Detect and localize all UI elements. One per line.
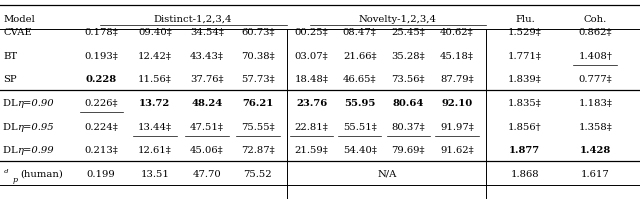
Text: 0.226‡: 0.226‡ xyxy=(84,99,118,108)
Text: 1.835‡: 1.835‡ xyxy=(508,99,541,108)
Text: 57.73‡: 57.73‡ xyxy=(241,75,275,84)
Text: 0.178‡: 0.178‡ xyxy=(84,28,118,37)
Text: Model: Model xyxy=(3,15,35,24)
Text: 25.45‡: 25.45‡ xyxy=(392,28,425,37)
Text: 1.358‡: 1.358‡ xyxy=(579,122,612,131)
Text: η=0.90: η=0.90 xyxy=(17,99,54,108)
Text: 0.193‡: 0.193‡ xyxy=(84,52,118,61)
Text: 21.66‡: 21.66‡ xyxy=(343,52,376,61)
Text: 47.51‡: 47.51‡ xyxy=(190,122,223,131)
Text: 0.228: 0.228 xyxy=(86,75,116,84)
Text: 91.62‡: 91.62‡ xyxy=(440,145,474,154)
Text: 18.48‡: 18.48‡ xyxy=(295,75,328,84)
Text: 70.38‡: 70.38‡ xyxy=(241,52,275,61)
Text: 11.56‡: 11.56‡ xyxy=(138,75,172,84)
Text: 1.877: 1.877 xyxy=(509,145,540,154)
Text: 72.87‡: 72.87‡ xyxy=(241,145,275,154)
Text: 13.51: 13.51 xyxy=(140,169,170,178)
Text: ᵈ: ᵈ xyxy=(3,169,8,178)
Text: 48.24: 48.24 xyxy=(191,99,222,108)
Text: 1.856†: 1.856† xyxy=(508,122,541,131)
Text: 80.64: 80.64 xyxy=(392,99,424,108)
Text: BT: BT xyxy=(3,52,17,61)
Text: 12.61‡: 12.61‡ xyxy=(138,145,172,154)
Text: Coh.: Coh. xyxy=(584,15,607,24)
Text: 55.95: 55.95 xyxy=(344,99,376,108)
Text: 0.224‡: 0.224‡ xyxy=(84,122,118,131)
Text: 47.70: 47.70 xyxy=(193,169,221,178)
Text: DL: DL xyxy=(3,145,21,154)
Text: η=0.99: η=0.99 xyxy=(17,145,54,154)
Text: 21.59‡: 21.59‡ xyxy=(295,145,328,154)
Text: 09.40‡: 09.40‡ xyxy=(138,28,172,37)
Text: η=0.95: η=0.95 xyxy=(17,122,54,131)
Text: 22.81‡: 22.81‡ xyxy=(295,122,328,131)
Text: 45.06‡: 45.06‡ xyxy=(190,145,223,154)
Text: 87.79‡: 87.79‡ xyxy=(440,75,474,84)
Text: 54.40‡: 54.40‡ xyxy=(343,145,376,154)
Text: 76.21: 76.21 xyxy=(243,99,273,108)
Text: p: p xyxy=(12,175,17,184)
Text: 60.73‡: 60.73‡ xyxy=(241,28,275,37)
Text: 1.868: 1.868 xyxy=(511,169,539,178)
Text: 79.69‡: 79.69‡ xyxy=(392,145,425,154)
Text: 37.76‡: 37.76‡ xyxy=(190,75,223,84)
Text: DL: DL xyxy=(3,99,21,108)
Text: 34.54‡: 34.54‡ xyxy=(190,28,223,37)
Text: Novelty-1,2,3,4: Novelty-1,2,3,4 xyxy=(358,15,436,24)
Text: 75.52: 75.52 xyxy=(244,169,272,178)
Text: 92.10: 92.10 xyxy=(442,99,472,108)
Text: 75.55‡: 75.55‡ xyxy=(241,122,275,131)
Text: 23.76: 23.76 xyxy=(296,99,327,108)
Text: 12.42‡: 12.42‡ xyxy=(138,52,172,61)
Text: 03.07‡: 03.07‡ xyxy=(295,52,328,61)
Text: SP: SP xyxy=(3,75,17,84)
Text: 73.56‡: 73.56‡ xyxy=(392,75,425,84)
Text: 1.183‡: 1.183‡ xyxy=(579,99,612,108)
Text: 91.97‡: 91.97‡ xyxy=(440,122,474,131)
Text: 0.199: 0.199 xyxy=(87,169,115,178)
Text: 1.771‡: 1.771‡ xyxy=(508,52,541,61)
Text: 1.839‡: 1.839‡ xyxy=(508,75,541,84)
Text: 45.18‡: 45.18‡ xyxy=(440,52,474,61)
Text: 00.25‡: 00.25‡ xyxy=(295,28,328,37)
Text: 1.617: 1.617 xyxy=(581,169,609,178)
Text: 1.408†: 1.408† xyxy=(579,52,612,61)
Text: 1.428: 1.428 xyxy=(580,145,611,154)
Text: (human): (human) xyxy=(20,169,63,178)
Text: 0.777‡: 0.777‡ xyxy=(579,75,612,84)
Text: 13.44‡: 13.44‡ xyxy=(138,122,172,131)
Text: 08.47‡: 08.47‡ xyxy=(343,28,376,37)
Text: 43.43‡: 43.43‡ xyxy=(190,52,223,61)
Text: 46.65‡: 46.65‡ xyxy=(343,75,376,84)
Text: 0.213‡: 0.213‡ xyxy=(84,145,118,154)
Text: Flu.: Flu. xyxy=(515,15,534,24)
Text: 13.72: 13.72 xyxy=(140,99,170,108)
Text: 55.51‡: 55.51‡ xyxy=(343,122,376,131)
Text: 35.28‡: 35.28‡ xyxy=(392,52,425,61)
Text: CVAE: CVAE xyxy=(3,28,32,37)
Text: Distinct-1,2,3,4: Distinct-1,2,3,4 xyxy=(153,15,232,24)
Text: 1.529‡: 1.529‡ xyxy=(508,28,541,37)
Text: 80.37‡: 80.37‡ xyxy=(392,122,425,131)
Text: 0.862‡: 0.862‡ xyxy=(579,28,612,37)
Text: N/A: N/A xyxy=(377,169,397,178)
Text: DL: DL xyxy=(3,122,21,131)
Text: 40.62‡: 40.62‡ xyxy=(440,28,474,37)
